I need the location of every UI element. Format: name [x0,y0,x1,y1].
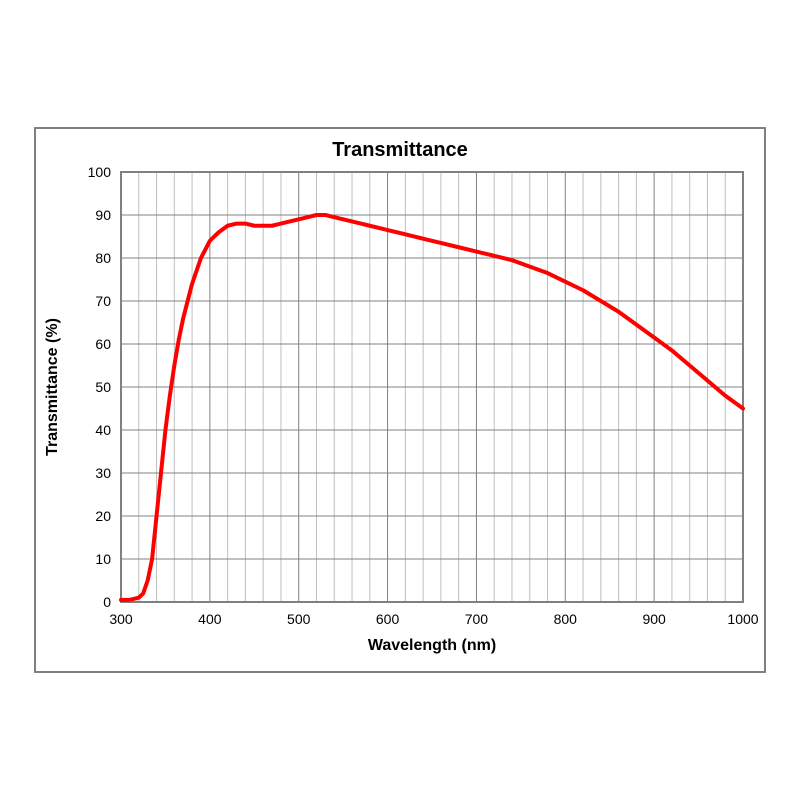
y-tick-label: 30 [95,465,111,481]
y-tick-label: 90 [95,207,111,223]
x-tick-label: 700 [465,611,489,627]
x-tick-label: 900 [642,611,666,627]
x-tick-label: 500 [287,611,311,627]
y-tick-label: 60 [95,336,111,352]
y-tick-label: 50 [95,379,111,395]
y-tick-label: 100 [88,164,112,180]
y-tick-label: 0 [103,594,111,610]
transmittance-chart: Transmittance 300 400 500 600 700 800 900 1000 0 1… [0,0,800,800]
y-axis-label: Transmittance (%) [44,318,61,456]
x-tick-label: 800 [554,611,578,627]
y-tick-label: 10 [95,551,111,567]
chart-title: Transmittance [332,139,468,161]
y-tick-label: 80 [95,250,111,266]
y-tick-label: 70 [95,293,111,309]
x-tick-label: 1000 [727,611,758,627]
x-tick-label: 400 [198,611,222,627]
y-tick-label: 20 [95,508,111,524]
y-tick-label: 40 [95,422,111,438]
chart-container: Transmittance 300 400 500 600 700 800 900 1000 0 1… [0,0,800,800]
x-axis-label: Wavelength (nm) [368,637,496,654]
x-tick-label: 600 [376,611,400,627]
x-tick-label: 300 [109,611,133,627]
